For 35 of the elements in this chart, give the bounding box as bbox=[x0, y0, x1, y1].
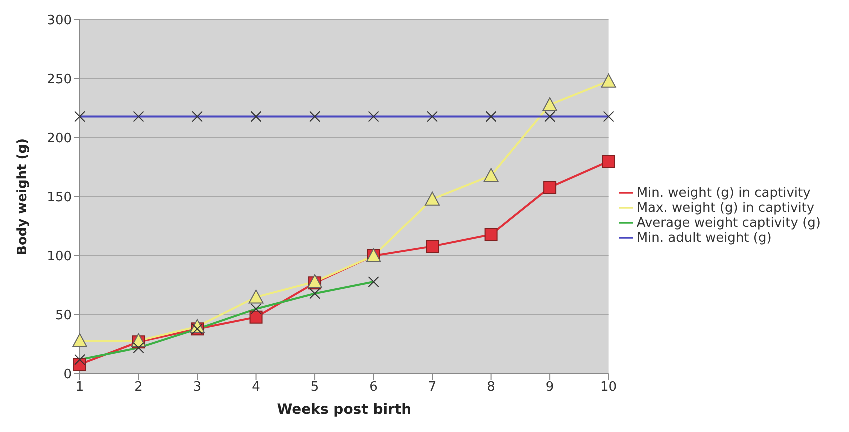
point bbox=[484, 228, 498, 242]
x-axis-title: Weeks post birth bbox=[277, 402, 412, 418]
x-tick-label: 6 bbox=[370, 380, 378, 396]
x-tick-label: 9 bbox=[546, 380, 554, 396]
y-tick-label: 250 bbox=[47, 72, 72, 88]
x-tick-label: 8 bbox=[487, 380, 496, 396]
y-tick-label: 50 bbox=[55, 308, 72, 324]
point bbox=[308, 274, 323, 288]
point bbox=[542, 97, 558, 112]
point bbox=[248, 290, 264, 304]
point bbox=[425, 192, 440, 206]
point bbox=[72, 333, 88, 348]
point bbox=[484, 168, 499, 182]
point bbox=[250, 310, 263, 324]
legend-label: Average weight captivity (g) bbox=[636, 216, 821, 231]
y-axis-title: Body weight (g) bbox=[16, 138, 31, 256]
y-tick-label: 300 bbox=[47, 14, 72, 29]
x-tick-label: 1 bbox=[76, 380, 84, 396]
x-tick-label: 2 bbox=[134, 380, 143, 396]
legend-label: Min. adult weight (g) bbox=[636, 231, 772, 246]
x-tick-label: 7 bbox=[428, 380, 437, 396]
point bbox=[544, 181, 557, 194]
x-tick-label: 10 bbox=[600, 380, 618, 396]
legend-label: Max. weight (g) in captivity bbox=[636, 201, 815, 216]
x-tick-label: 3 bbox=[193, 380, 202, 396]
x-tick-label: 4 bbox=[252, 380, 260, 396]
y-tick-label: 150 bbox=[47, 190, 72, 206]
y-tick-label: 100 bbox=[47, 250, 72, 265]
point bbox=[426, 240, 440, 254]
legend-label: Min. weight (g) in captivity bbox=[636, 186, 811, 201]
x-tick-label: 5 bbox=[310, 380, 320, 396]
point bbox=[602, 155, 616, 168]
y-tick-label: 0 bbox=[64, 368, 72, 383]
y-tick-label: 200 bbox=[47, 132, 72, 147]
point bbox=[601, 74, 616, 88]
